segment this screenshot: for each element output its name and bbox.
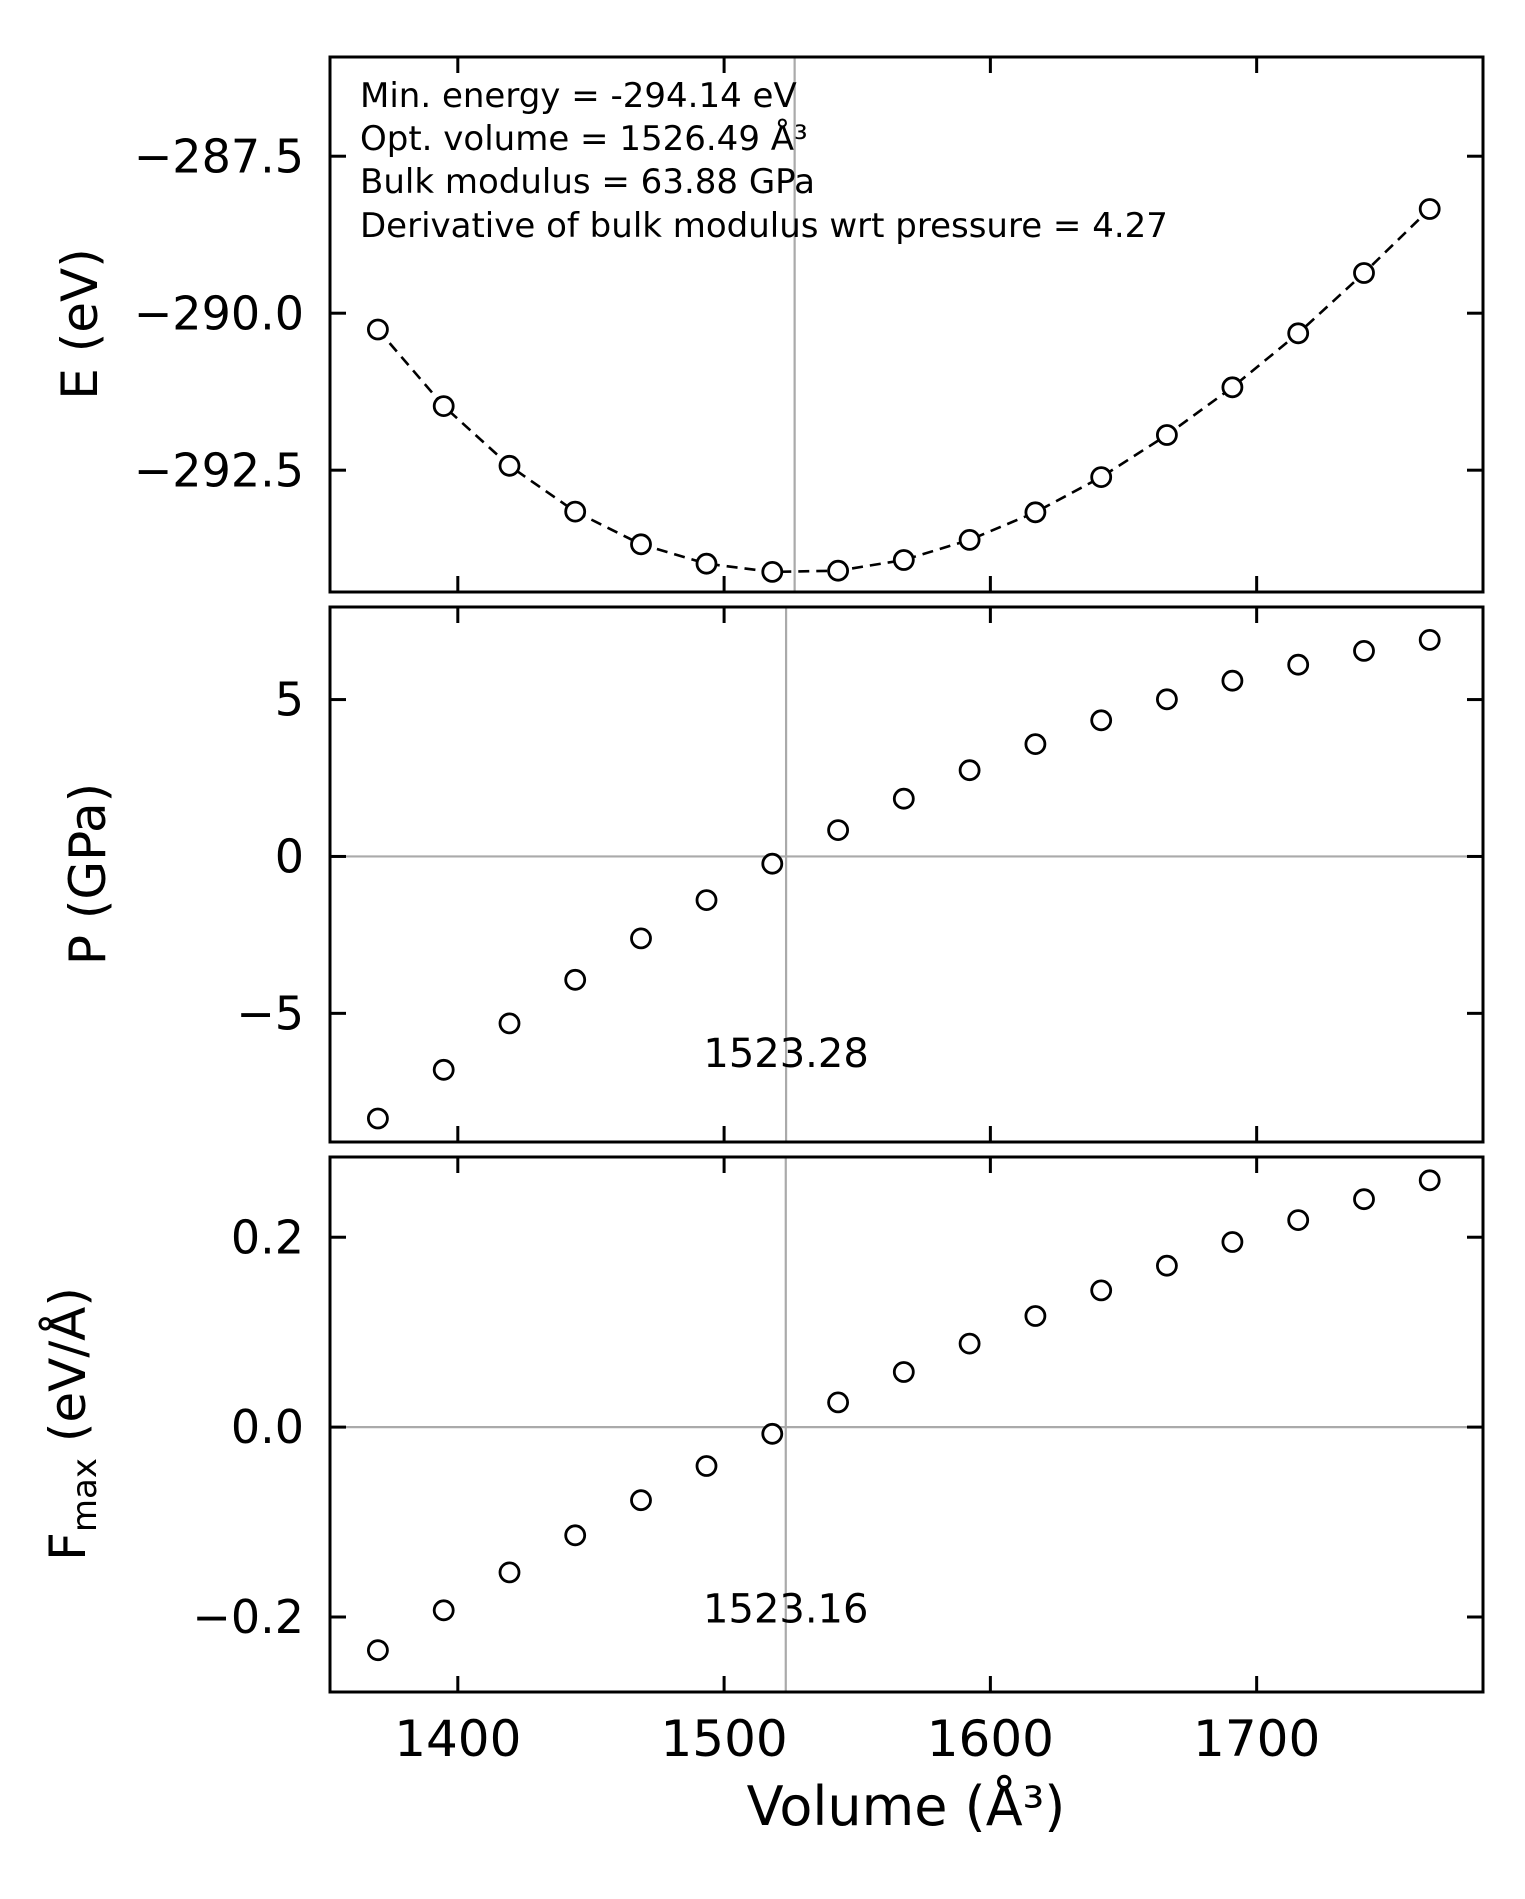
- y-tick-label: −287.5: [134, 129, 304, 183]
- data-point: [1156, 688, 1178, 711]
- data-markers: [367, 1169, 1441, 1662]
- axes-border: [328, 605, 1485, 1144]
- data-point: [367, 1639, 389, 1662]
- energy-panel: −287.5 −290.0 −292.5 Min. energy = -294.14…: [134, 55, 1485, 594]
- data-point: [761, 561, 784, 583]
- data-point: [761, 852, 784, 875]
- data-point: [892, 1361, 915, 1383]
- y-axis-label-energy: E (eV): [51, 248, 109, 400]
- data-point: [1287, 1209, 1310, 1231]
- data-point: [367, 318, 389, 341]
- data-point: [958, 1332, 981, 1355]
- x-tick-label: 1600: [927, 1710, 1054, 1768]
- axes-border: [328, 55, 1485, 594]
- data-point: [630, 1489, 652, 1512]
- fmax-panel: 0.2 0.0 −0.2 1400 1500 1600 1700 1523.16: [192, 1155, 1485, 1768]
- y-tick-label: 0: [275, 830, 304, 884]
- data-point: [827, 559, 850, 582]
- data-point: [367, 1107, 389, 1130]
- y-tick-label: −0.2: [192, 1590, 304, 1644]
- data-point: [564, 968, 587, 991]
- data-point: [1353, 262, 1375, 284]
- data-point: [1090, 1279, 1113, 1302]
- y-axis-label-fmax: Fmax (eV/Å): [39, 1287, 105, 1561]
- pressure-panel: 5 0 −5 1523.28: [236, 605, 1485, 1144]
- x-axis-label: Volume (Å³): [746, 1775, 1066, 1838]
- data-point: [1418, 629, 1441, 651]
- fmax-label-base: F: [39, 1532, 97, 1561]
- data-point: [564, 1524, 587, 1547]
- fmax-label-subscript: max: [65, 1458, 105, 1533]
- y-tick-label: −5: [236, 986, 304, 1040]
- data-point: [761, 1422, 784, 1445]
- data-point: [1090, 709, 1113, 732]
- pressure-plot: 5 0 −5 1523.28: [236, 605, 1485, 1144]
- data-point: [432, 1058, 455, 1081]
- data-point: [1418, 198, 1441, 220]
- data-point: [1353, 1188, 1375, 1211]
- data-point: [1287, 322, 1310, 345]
- fmax-plot: 0.2 0.0 −0.2 1400 1500 1600 1700 1523.16: [192, 1155, 1485, 1768]
- data-point: [1221, 669, 1244, 692]
- energy-plot: −287.5 −290.0 −292.5: [134, 55, 1485, 594]
- data-point: [827, 1391, 850, 1414]
- data-point: [498, 454, 521, 477]
- data-point: [695, 552, 718, 575]
- axis-ticks: [330, 1157, 1483, 1692]
- axis-ticks: [330, 607, 1483, 1142]
- axes-border: [328, 1155, 1485, 1694]
- data-point: [498, 1012, 521, 1035]
- y-tick-label: 5: [275, 673, 304, 727]
- data-markers: [367, 629, 1441, 1130]
- data-point: [1156, 1254, 1178, 1277]
- y-tick-label: −292.5: [134, 443, 304, 497]
- y-tick-label: 0.0: [231, 1400, 304, 1454]
- data-point: [1024, 501, 1047, 524]
- x-tick-label: 1500: [660, 1710, 787, 1768]
- x-tick-label: 1700: [1193, 1710, 1320, 1768]
- data-point: [1024, 733, 1047, 756]
- data-point: [1287, 653, 1310, 676]
- data-point: [1353, 640, 1375, 662]
- data-point: [695, 889, 718, 912]
- data-point: [498, 1561, 521, 1584]
- data-point: [1221, 1231, 1244, 1253]
- data-point: [630, 927, 652, 950]
- data-point: [1418, 1169, 1441, 1192]
- data-point: [1156, 424, 1178, 446]
- data-point: [958, 759, 981, 782]
- data-point: [432, 395, 455, 418]
- data-point: [695, 1455, 718, 1477]
- data-point: [892, 787, 915, 810]
- crossing-value-label: 1523.16: [703, 1586, 868, 1632]
- eos-fit-curve: [376, 208, 1431, 574]
- data-point: [1090, 466, 1113, 489]
- data-markers: [367, 198, 1441, 583]
- data-point: [432, 1599, 455, 1622]
- crossing-value-label: 1523.28: [703, 1031, 868, 1077]
- y-tick-label: 0.2: [231, 1210, 304, 1264]
- y-axis-label-pressure: P (GPa): [59, 782, 117, 966]
- data-point: [1221, 376, 1244, 399]
- y-tick-label: −290.0: [134, 286, 304, 340]
- data-point: [958, 528, 981, 551]
- axis-ticks: [330, 57, 1483, 592]
- data-point: [1024, 1305, 1047, 1327]
- data-point: [564, 500, 587, 523]
- data-point: [827, 819, 850, 842]
- fmax-label-units: (eV/Å): [39, 1287, 97, 1459]
- data-point: [892, 549, 915, 571]
- x-tick-label: 1400: [394, 1710, 521, 1768]
- data-point: [630, 533, 652, 556]
